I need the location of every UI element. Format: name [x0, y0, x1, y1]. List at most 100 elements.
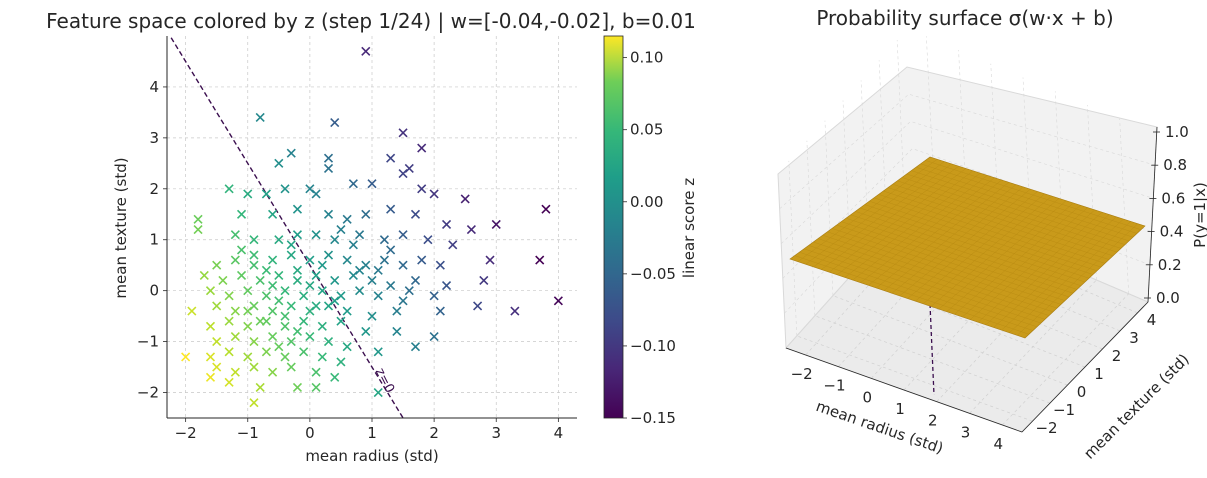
scatter-point [429, 291, 439, 301]
scatter-point [348, 179, 358, 189]
mesh-line [906, 173, 1126, 245]
scatter-point [299, 316, 309, 326]
mesh-line [920, 163, 1138, 234]
scatter-point [230, 331, 240, 342]
x3d-axis-label: mean radius (std) [814, 397, 946, 457]
scatter-point [311, 367, 321, 377]
back-grid-x [1087, 104, 1097, 281]
y3d-tick-label: 2 [1112, 347, 1122, 365]
scatter-point [336, 224, 346, 235]
scatter-point [193, 214, 203, 224]
x-tick-label: 0 [305, 424, 315, 442]
y3d-tick-label: 3 [1129, 329, 1139, 347]
scatter-point [261, 265, 271, 275]
scatter-point [473, 301, 483, 311]
surface-boundary-line [929, 303, 935, 396]
scatter-point [292, 326, 303, 336]
scatter-point [373, 265, 383, 275]
scatter-point [212, 260, 222, 270]
x-tick-label: −2 [175, 424, 197, 442]
scatter-point [292, 275, 303, 286]
scatter-point [286, 148, 296, 158]
left-chart: Feature space colored by z (step 1/24) |… [46, 9, 698, 465]
mesh-line [1001, 218, 1124, 331]
scatter-point [205, 352, 216, 362]
scatter-point [224, 291, 234, 301]
left-grid-y [824, 120, 834, 296]
scatter-point [336, 357, 346, 367]
back-grid-x [958, 49, 968, 226]
scatter-point [218, 275, 228, 286]
scatter-point [342, 306, 352, 316]
scatter-point [280, 352, 290, 362]
colorbar-tick-label: −0.15 [630, 409, 676, 427]
scatter-point [187, 306, 197, 316]
scatter-point [311, 230, 321, 240]
scatter-point [243, 321, 253, 331]
scatter-point [255, 275, 265, 286]
scatter-point [261, 189, 271, 199]
mesh-line [993, 216, 1117, 328]
left-grid-y [806, 140, 816, 316]
scatter-point [224, 377, 234, 387]
scatter-point [373, 347, 383, 357]
scatter-point [274, 270, 284, 280]
scatter-point [261, 291, 271, 301]
scatter-point [361, 326, 371, 336]
scatter-point [274, 342, 284, 352]
3d-axes [785, 126, 1158, 433]
scatter-point [317, 352, 327, 362]
scatter-point [224, 184, 234, 194]
scatter-point [485, 255, 495, 265]
left-chart-title: Feature space colored by z (step 1/24) |… [46, 9, 696, 33]
scatter-point [479, 275, 489, 286]
y3d-tick-label: −2 [1035, 419, 1057, 437]
y-tick-label: 2 [149, 180, 159, 198]
scatter-point [249, 235, 259, 245]
back-grid-x [1119, 118, 1129, 294]
scatter-point [311, 189, 321, 199]
scatter-point [417, 184, 427, 194]
scatter-point [330, 372, 340, 382]
scatter-point [311, 382, 321, 393]
y-tick-label: 0 [149, 282, 159, 300]
scatter-point [274, 296, 284, 306]
z3d-axis-label: P(y=1|x) [1191, 182, 1207, 248]
scatter-point [193, 224, 203, 235]
scatter-point [212, 301, 222, 311]
scatter-point [311, 301, 321, 311]
back-grid-x [990, 63, 1001, 239]
x-tick-label: −1 [237, 424, 259, 442]
scatter-point [249, 250, 259, 260]
scatter-point [299, 347, 309, 357]
scatter-point [553, 296, 563, 306]
colorbar-tick-label: 0.00 [630, 193, 663, 211]
x3d-tick-label: −2 [791, 365, 813, 383]
scatter-point [274, 158, 284, 168]
scatter-point [249, 260, 259, 270]
scatter-point [299, 291, 309, 301]
scatter-point [323, 163, 334, 173]
scatter-point [491, 219, 501, 230]
x3d-tick-label: 1 [895, 400, 905, 418]
scatter-point [429, 331, 439, 342]
y-tick-label: −2 [137, 384, 159, 402]
scatter-point [410, 209, 421, 219]
scatter-point [355, 230, 365, 240]
scatter-point [423, 235, 433, 245]
scatter-point [435, 306, 445, 316]
scatter-point [255, 382, 265, 393]
scatter-point [286, 337, 296, 347]
z-grid-line [779, 93, 1156, 210]
y-tick-label: −1 [137, 333, 159, 351]
colorbar-tick-label: −0.05 [630, 265, 676, 283]
scatter-point [386, 281, 396, 291]
scatter-point [280, 321, 290, 331]
x3d-tick-label: 3 [961, 423, 971, 441]
surface-mesh [794, 159, 1142, 336]
scatter-point [398, 296, 408, 306]
scatter-point [367, 311, 377, 321]
scatter-point [373, 291, 383, 301]
scatter-point [255, 112, 265, 123]
scatter-point [348, 240, 358, 250]
